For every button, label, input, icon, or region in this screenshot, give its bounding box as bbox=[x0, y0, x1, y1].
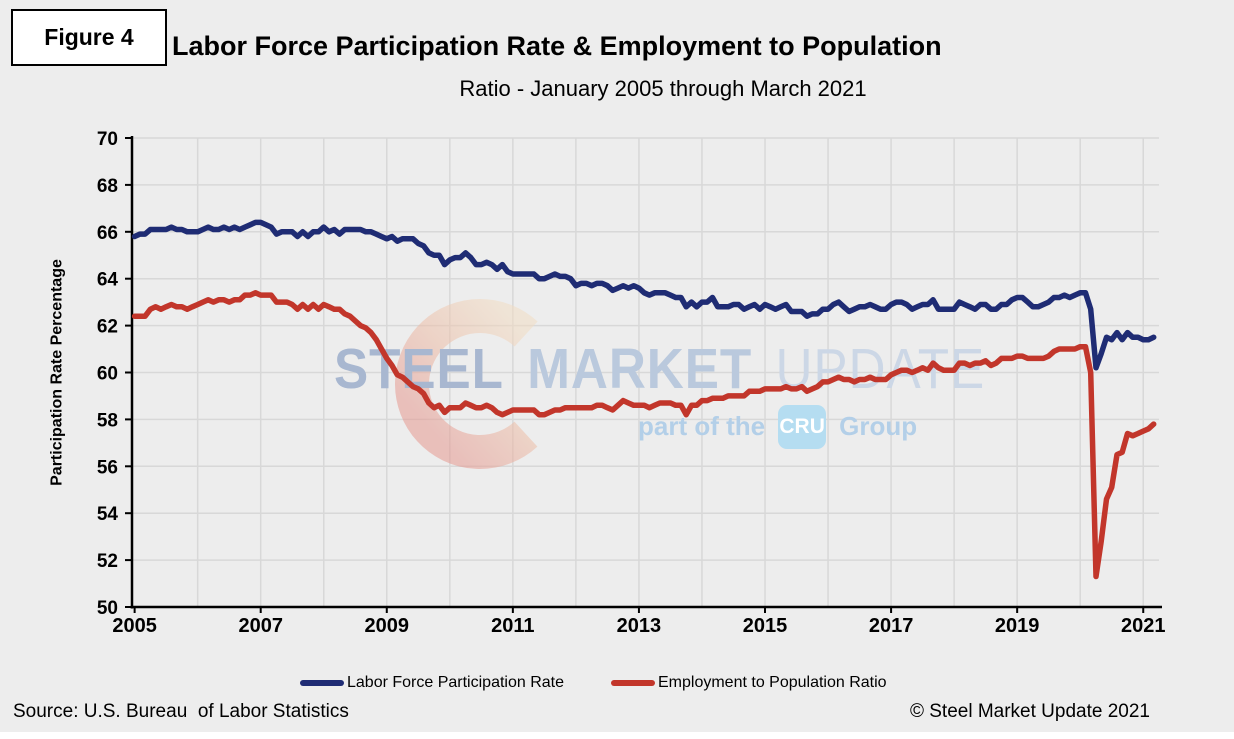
x-tick-label: 2007 bbox=[238, 615, 283, 637]
y-tick-label: 66 bbox=[97, 223, 118, 244]
legend-sample-lfpr bbox=[300, 680, 344, 686]
y-tick-label: 58 bbox=[97, 410, 118, 431]
y-tick-label: 54 bbox=[97, 504, 119, 525]
chart-title: Labor Force Participation Rate & Employm… bbox=[172, 31, 942, 61]
x-tick-label: 2021 bbox=[1121, 615, 1166, 637]
y-axis-title: Participation Rate Percentage bbox=[48, 259, 66, 486]
copyright-note: © Steel Market Update 2021 bbox=[909, 701, 1150, 722]
watermark-word-update: UPDATE bbox=[775, 337, 986, 401]
legend: Labor Force Participation Rate Employmen… bbox=[300, 674, 887, 692]
series-line-0 bbox=[131, 219, 1157, 371]
x-tick-label: 2017 bbox=[869, 615, 914, 637]
y-tick-label: 70 bbox=[97, 129, 118, 150]
x-tick-label: 2019 bbox=[995, 615, 1040, 637]
y-tick-label: 62 bbox=[97, 317, 118, 338]
x-tick-label: 2005 bbox=[112, 615, 157, 637]
watermark-word-steel: STEEL bbox=[334, 337, 504, 401]
y-tick-label: 50 bbox=[97, 598, 118, 619]
y-tick-label: 56 bbox=[97, 457, 118, 478]
bottom-strip bbox=[0, 732, 1234, 739]
series-line-1 bbox=[131, 290, 1157, 580]
figure-label: Figure 4 bbox=[44, 24, 134, 50]
y-tick-label: 60 bbox=[97, 364, 118, 385]
watermark-word-market: MARKET bbox=[527, 337, 753, 401]
x-tick-label: 2015 bbox=[743, 615, 788, 637]
watermark-tagline: part of the CRU Group bbox=[638, 404, 917, 449]
y-tick-label: 68 bbox=[97, 176, 118, 197]
y-tick-label: 52 bbox=[97, 551, 118, 572]
x-tick-label: 2009 bbox=[365, 615, 410, 637]
watermark-group-text: Group bbox=[839, 411, 918, 441]
watermark-words: STEEL MARKET UPDATE bbox=[334, 341, 985, 398]
legend-label-epop: Employment to Population Ratio bbox=[658, 674, 887, 691]
chart-subtitle: Ratio - January 2005 through March 2021 bbox=[459, 76, 867, 101]
crescent-logo-icon bbox=[395, 299, 565, 469]
x-tick-label: 2011 bbox=[491, 615, 534, 637]
figure-label-box: Figure 4 bbox=[11, 9, 167, 66]
source-note: Source: U.S. Bureau of Labor Statistics bbox=[13, 701, 349, 722]
cru-badge-icon: CRU bbox=[778, 404, 827, 449]
legend-sample-epop bbox=[611, 680, 655, 686]
y-tick-label: 64 bbox=[97, 270, 119, 291]
legend-label-lfpr: Labor Force Participation Rate bbox=[347, 674, 564, 691]
x-tick-label: 2013 bbox=[617, 615, 662, 637]
legend-spacer bbox=[564, 683, 611, 684]
watermark-tagline-text: part of the bbox=[638, 411, 766, 441]
